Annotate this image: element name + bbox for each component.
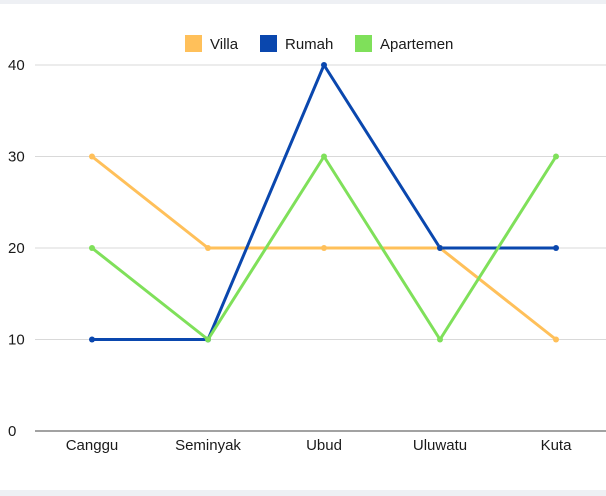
chart-card: 0 10 20 30 40 Canggu Seminyak Ubud Uluwatu Kuta … xyxy=(0,4,606,490)
data-point-villa xyxy=(321,245,327,251)
y-tick-label: 0 xyxy=(8,423,16,440)
series-points xyxy=(89,62,559,343)
data-point-rumah xyxy=(437,245,443,251)
x-tick-label: Ubud xyxy=(306,437,342,454)
y-axis: 0 10 20 30 40 xyxy=(8,57,25,440)
data-point-villa xyxy=(89,153,95,160)
data-point-apartemen xyxy=(437,336,443,343)
data-point-villa xyxy=(553,336,559,343)
y-tick-label: 40 xyxy=(8,57,25,74)
y-tick-label: 30 xyxy=(8,149,25,166)
data-point-apartemen xyxy=(553,153,559,160)
data-point-rumah xyxy=(553,245,559,251)
data-point-apartemen xyxy=(205,336,211,343)
data-point-apartemen xyxy=(89,245,95,251)
legend-label-villa: Villa xyxy=(210,36,239,53)
y-tick-label: 10 xyxy=(8,332,25,349)
data-point-rumah xyxy=(89,336,95,343)
x-tick-label: Kuta xyxy=(541,437,573,454)
legend-swatch-apartemen xyxy=(355,35,372,52)
legend-swatch-rumah xyxy=(260,35,277,52)
x-tick-label: Canggu xyxy=(66,437,119,454)
legend-label-apartemen: Apartemen xyxy=(380,36,453,53)
data-point-villa xyxy=(205,245,211,251)
legend-swatch-villa xyxy=(185,35,202,52)
series-lines xyxy=(90,63,558,341)
data-point-rumah xyxy=(321,62,327,68)
x-tick-label: Seminyak xyxy=(175,437,241,454)
data-point-apartemen xyxy=(321,153,327,160)
legend: Villa Rumah Apartemen xyxy=(185,35,453,53)
x-axis: Canggu Seminyak Ubud Uluwatu Kuta xyxy=(66,437,572,454)
x-tick-label: Uluwatu xyxy=(413,437,467,454)
y-tick-label: 20 xyxy=(8,240,25,257)
series-line-rumah xyxy=(90,63,558,341)
legend-label-rumah: Rumah xyxy=(285,36,333,53)
